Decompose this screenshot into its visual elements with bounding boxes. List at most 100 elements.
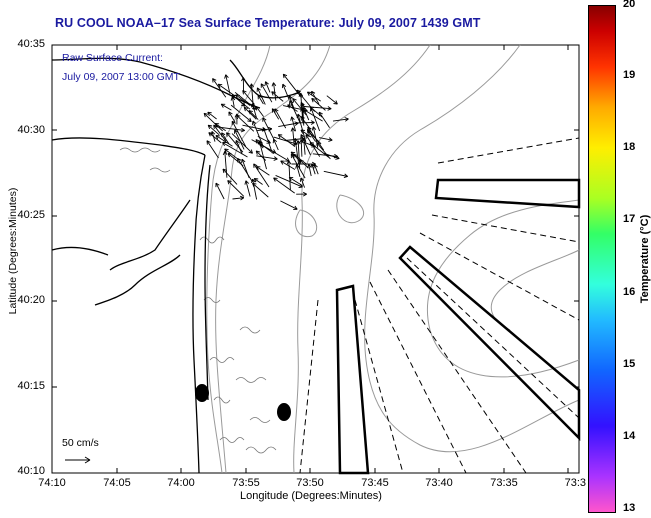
current-vector-head <box>206 140 211 143</box>
current-vector <box>220 103 232 111</box>
current-vector-head <box>230 96 233 101</box>
current-vector <box>231 120 247 147</box>
current-vector-head <box>218 83 223 86</box>
current-vector-head <box>302 191 307 195</box>
current-vector <box>307 129 316 142</box>
current-vector-head <box>239 195 244 199</box>
current-vector <box>292 127 295 147</box>
current-vector <box>234 129 245 150</box>
current-vector <box>271 108 280 120</box>
current-vector-head <box>308 164 312 168</box>
current-vector-head <box>291 151 296 154</box>
current-vector-head <box>247 120 252 123</box>
current-vector <box>221 132 230 144</box>
current-vector <box>257 95 264 105</box>
current-vector-head <box>294 205 298 210</box>
current-vector-head <box>255 150 258 155</box>
current-vector <box>222 142 248 158</box>
current-vector-head <box>210 131 213 136</box>
current-vector <box>232 197 244 200</box>
current-vector-head <box>242 90 244 95</box>
current-vector-head <box>273 177 276 182</box>
colorbar-tick: 15 <box>623 358 636 370</box>
plot-frame <box>51 44 580 474</box>
current-vector-head <box>311 90 316 94</box>
current-vector-head <box>213 124 218 128</box>
current-vector-head <box>292 127 296 132</box>
current-vector <box>322 152 340 160</box>
current-vector-head <box>235 94 240 96</box>
current-vector-head <box>232 94 237 97</box>
current-vector <box>252 182 269 198</box>
current-vector-head <box>282 83 287 88</box>
current-vector-head <box>302 193 307 197</box>
current-vector-head <box>212 78 217 81</box>
current-vector <box>262 117 276 141</box>
current-vector <box>282 83 290 100</box>
current-vector <box>292 98 307 116</box>
current-vector <box>237 158 253 183</box>
current-vector-head <box>280 160 284 165</box>
colorbar-tick: 13 <box>623 502 636 514</box>
current-vector <box>256 155 278 160</box>
y-tick-label: 40:30 <box>17 124 45 136</box>
current-vector-head <box>222 142 225 147</box>
current-vector-head <box>292 153 297 156</box>
current-vector <box>213 124 227 142</box>
current-vector-head <box>213 124 215 129</box>
current-vector-head <box>262 117 267 121</box>
x-tick-label: 73:55 <box>232 477 260 489</box>
current-vector-head <box>311 97 316 100</box>
current-vector-head <box>255 106 260 109</box>
current-vector-head <box>292 98 297 101</box>
current-vector <box>231 94 251 110</box>
current-vector-head <box>291 153 295 157</box>
current-vector-head <box>255 106 258 111</box>
current-vector-head <box>256 166 259 171</box>
current-vector-head <box>309 142 314 144</box>
current-vector <box>252 179 258 200</box>
current-vector <box>304 106 332 110</box>
current-vector-head <box>271 82 274 87</box>
current-vector <box>326 95 338 105</box>
current-vector <box>255 106 264 117</box>
current-vector-head <box>344 173 348 177</box>
buoy-marker <box>277 403 291 421</box>
current-vector-head <box>224 148 227 153</box>
temperature-colorbar <box>588 5 616 513</box>
current-vector-head <box>240 130 245 133</box>
current-vector <box>252 120 264 148</box>
current-vector <box>297 113 307 142</box>
current-vector-head <box>207 125 211 130</box>
current-vector <box>250 83 254 110</box>
current-vector <box>310 107 321 132</box>
current-vector-head <box>311 126 314 131</box>
current-vector-head <box>227 180 230 185</box>
current-vector <box>307 91 321 102</box>
current-vector-head <box>235 140 240 144</box>
current-vector-head <box>335 100 338 105</box>
current-vector-head <box>299 177 302 182</box>
scale-label: 50 cm/s <box>62 437 99 449</box>
current-vector-head <box>224 148 229 151</box>
current-vector <box>300 177 306 188</box>
current-vector-head <box>311 98 314 103</box>
current-vector <box>215 135 233 147</box>
current-vector-head <box>265 81 269 85</box>
current-vector <box>275 174 303 188</box>
current-vector-head <box>292 98 295 103</box>
current-vector-head <box>257 94 262 98</box>
current-vector-head <box>228 111 233 115</box>
current-vector-head <box>306 91 310 96</box>
current-vector-head <box>287 104 290 109</box>
current-vector-head <box>208 132 211 137</box>
current-vector-head <box>249 117 252 122</box>
current-vector-head <box>290 116 293 121</box>
current-vector-head <box>251 83 254 88</box>
current-vector <box>230 104 252 122</box>
current-vector-head <box>227 153 230 158</box>
colorbar-tick: 16 <box>623 286 636 298</box>
current-vector <box>273 82 277 101</box>
x-tick-label: 73:50 <box>296 477 324 489</box>
current-vector-head <box>242 77 246 82</box>
